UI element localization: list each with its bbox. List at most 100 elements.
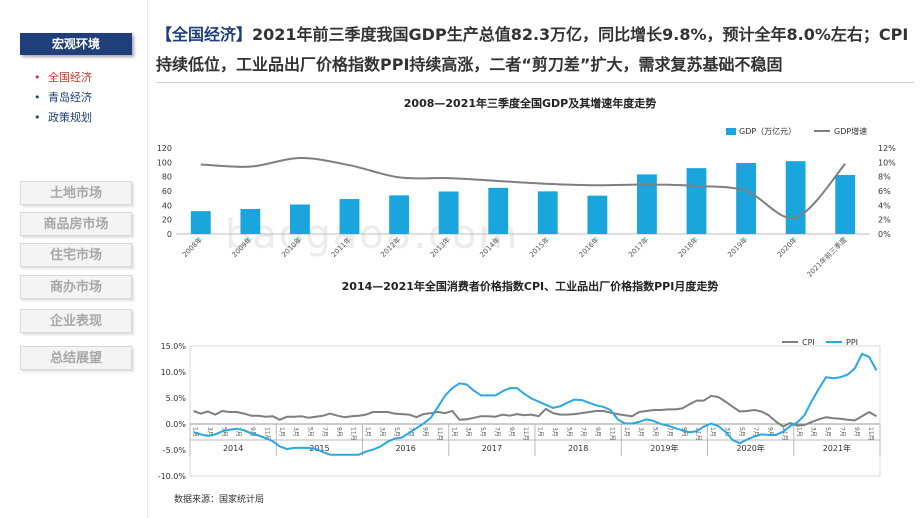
month-tick-label: 11月 [350, 427, 357, 441]
nav-button-land-market[interactable]: 土地市场 [20, 181, 132, 205]
nav-button-summary[interactable]: 总结展望 [20, 346, 132, 370]
section-header-macro[interactable]: 宏观环境 [20, 33, 132, 55]
month-tick-label: 7月 [321, 427, 328, 437]
watermark: baogao8.com [225, 212, 520, 258]
y-right-tick-label: 0% [878, 230, 891, 239]
sub-nav-item-policy-planning[interactable]: • 政策规划 [34, 108, 92, 128]
month-tick-label: 9月 [422, 427, 429, 437]
y-left-tick-label: 40 [162, 201, 172, 210]
gdp-bar [240, 208, 261, 234]
month-tick-label: 7月 [580, 427, 587, 437]
sidebar: 宏观环境 • 全国经济 • 青岛经济 • 政策规划 土地市场 商品房市场 住宅市… [0, 0, 148, 518]
y-right-tick-label: 6% [878, 187, 891, 196]
month-tick-label: 5月 [738, 427, 745, 437]
x-tick-label: 2010年 [279, 235, 303, 259]
y-right-tick-label: 10% [878, 158, 896, 167]
plot-border [189, 345, 881, 477]
y-right-tick-label: 4% [878, 201, 891, 210]
month-tick-label: 11月 [781, 427, 788, 441]
x-tick-label: 2019年 [726, 235, 750, 259]
year-label: 2014 [223, 444, 243, 453]
month-tick-label: 5月 [307, 427, 314, 437]
legend-gdp-label: GDP（万亿元） [739, 126, 796, 136]
y-left-tick-label: 0 [167, 230, 172, 239]
y-tick-label: 10.0% [161, 368, 187, 377]
x-tick-label: 2009年 [230, 235, 254, 259]
gdp-bar [587, 195, 608, 234]
month-tick-label: 1月 [364, 427, 371, 437]
month-tick-label: 9月 [249, 427, 256, 437]
gdp-bar [438, 191, 459, 234]
month-tick-label: 9月 [853, 427, 860, 437]
x-tick-label: 2014年 [478, 235, 502, 259]
y-left-tick-label: 120 [157, 144, 172, 153]
month-tick-label: 3月 [206, 427, 213, 437]
month-tick-label: 11月 [436, 427, 443, 441]
nav-button-residential-market[interactable]: 住宅市场 [20, 243, 132, 267]
bullet-icon: • [34, 91, 41, 104]
month-tick-label: 11月 [263, 427, 270, 441]
gdp-bar [537, 191, 558, 234]
month-tick-label: 5月 [479, 427, 486, 437]
month-tick-label: 5月 [652, 427, 659, 437]
y-left-tick-label: 100 [157, 158, 172, 167]
gdp-bar [785, 161, 806, 234]
sub-nav-item-qingdao-economy[interactable]: • 青岛经济 [34, 88, 92, 108]
gdp-bar [339, 199, 360, 234]
month-tick-label: 3月 [378, 427, 385, 437]
month-tick-label: 11月 [695, 427, 702, 441]
year-label: 2018 [568, 444, 588, 453]
month-tick-label: 3月 [292, 427, 299, 437]
month-tick-label: 3月 [465, 427, 472, 437]
gdp-bar [835, 175, 856, 234]
month-tick-label: 9月 [594, 427, 601, 437]
year-label: 2015 [309, 444, 329, 453]
month-tick-label: 9月 [767, 427, 774, 437]
gdp-bar [389, 195, 409, 234]
month-tick-label: 11月 [608, 427, 615, 441]
month-tick-label: 7月 [666, 427, 673, 437]
month-tick-label: 9月 [335, 427, 342, 437]
y-right-tick-label: 2% [878, 216, 891, 225]
month-tick-label: 11月 [867, 427, 874, 441]
month-tick-label: 11月 [522, 427, 529, 441]
month-tick-label: 9月 [680, 427, 687, 437]
gdp-bar [736, 162, 756, 234]
y-tick-label: -10.0% [158, 472, 187, 481]
bullet-icon: • [34, 71, 41, 84]
gdp-bar [190, 211, 211, 234]
x-tick-label: 2011年 [329, 235, 353, 259]
price-chart-title: 2014—2021年全国消费者价格指数CPI、工业品出厂价格指数PPI月度走势 [341, 280, 719, 293]
sub-nav-label: 青岛经济 [48, 91, 92, 104]
x-tick-label: 2021年前三季度 [805, 235, 849, 279]
month-tick-label: 7月 [493, 427, 500, 437]
gdp-growth-line [200, 157, 846, 219]
y-right-tick-label: 8% [878, 173, 891, 182]
nav-button-office-market[interactable]: 商办市场 [20, 275, 132, 299]
y-tick-label: 15.0% [161, 342, 187, 351]
month-tick-label: 3月 [810, 427, 817, 437]
legend-growth-label: GDP增速 [834, 126, 867, 136]
headline-tag: 【全国经济】 [156, 25, 253, 44]
y-tick-label: 0.0% [166, 420, 187, 429]
bullet-icon: • [34, 111, 41, 124]
y-right-tick-label: 12% [878, 144, 896, 153]
nav-button-enterprise[interactable]: 企业表现 [20, 309, 132, 333]
month-tick-label: 1月 [623, 427, 630, 437]
y-left-tick-label: 80 [162, 173, 172, 182]
sub-nav-label: 全国经济 [48, 71, 92, 84]
sub-nav-item-national-economy[interactable]: • 全国经济 [34, 68, 92, 88]
month-tick-label: 9月 [508, 427, 515, 437]
x-tick-label: 2020年 [775, 235, 799, 259]
month-tick-label: 1月 [795, 427, 802, 437]
year-label: 2020年 [736, 443, 764, 453]
gdp-bar [290, 204, 310, 234]
nav-button-commercial-housing[interactable]: 商品房市场 [20, 212, 132, 236]
headline: 【全国经济】2021年前三季度我国GDP生产总值82.3万亿，同比增长9.8%，… [156, 20, 916, 80]
x-tick-label: 2017年 [626, 235, 650, 259]
cpi-line [193, 394, 877, 428]
year-label: 2016 [395, 444, 415, 453]
month-tick-label: 7月 [235, 427, 242, 437]
month-tick-label: 7月 [838, 427, 845, 437]
y-tick-label: 5.0% [166, 394, 187, 403]
